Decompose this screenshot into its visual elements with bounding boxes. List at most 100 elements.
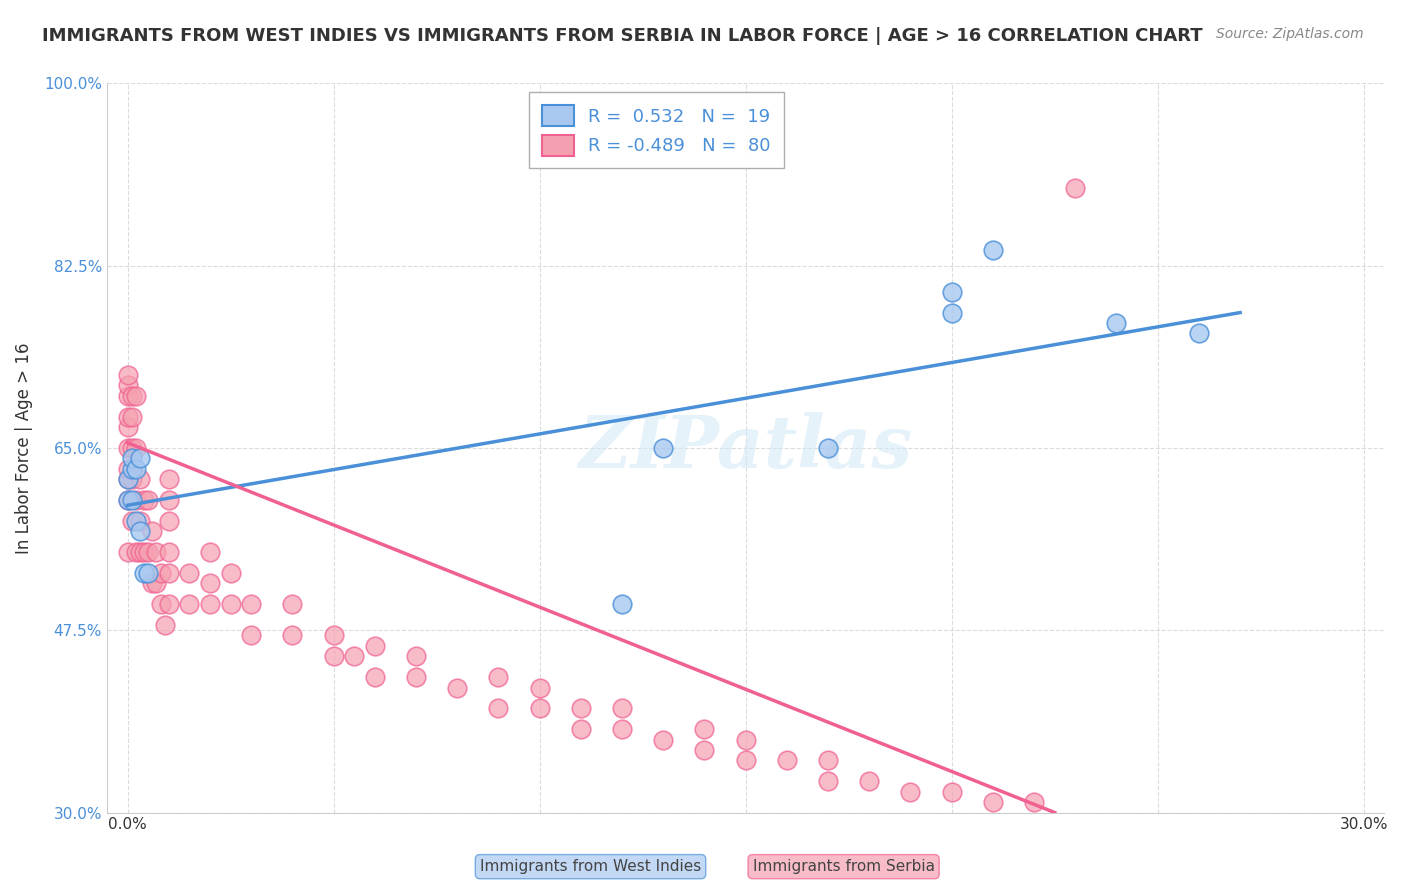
Point: [121, 389, 143, 403]
Point: [569, 723, 592, 737]
Point: [652, 441, 675, 455]
Point: [693, 743, 716, 757]
Point: [1105, 316, 1128, 330]
Point: [157, 545, 180, 559]
Point: [734, 732, 756, 747]
Point: [776, 754, 799, 768]
Point: [405, 649, 427, 664]
Point: [734, 754, 756, 768]
Point: [145, 545, 167, 559]
Point: [129, 472, 152, 486]
Point: [1188, 326, 1211, 341]
Point: [121, 493, 143, 508]
Point: [121, 472, 143, 486]
Point: [129, 524, 152, 539]
Point: [405, 670, 427, 684]
Point: [117, 462, 139, 476]
Point: [817, 754, 839, 768]
Point: [610, 597, 633, 611]
Point: [117, 378, 139, 392]
Point: [281, 628, 304, 642]
Point: [121, 514, 143, 528]
Point: [240, 597, 263, 611]
Point: [157, 514, 180, 528]
Point: [117, 389, 139, 403]
Text: Source: ZipAtlas.com: Source: ZipAtlas.com: [1216, 27, 1364, 41]
Point: [900, 785, 922, 799]
Point: [529, 681, 551, 695]
Point: [817, 774, 839, 789]
Point: [117, 545, 139, 559]
Point: [610, 723, 633, 737]
Point: [343, 649, 366, 664]
Point: [125, 493, 148, 508]
Point: [117, 368, 139, 382]
Point: [117, 472, 139, 486]
Text: ZIPatlas: ZIPatlas: [579, 412, 912, 483]
Point: [941, 285, 963, 299]
Point: [125, 514, 148, 528]
Point: [141, 524, 163, 539]
Point: [125, 389, 148, 403]
Point: [125, 545, 148, 559]
Point: [941, 785, 963, 799]
Point: [149, 597, 172, 611]
Point: [981, 795, 1004, 809]
Point: [219, 566, 242, 580]
Point: [157, 493, 180, 508]
Point: [157, 566, 180, 580]
Point: [652, 732, 675, 747]
Point: [117, 472, 139, 486]
Legend: R =  0.532   N =  19, R = -0.489   N =  80: R = 0.532 N = 19, R = -0.489 N = 80: [529, 93, 783, 169]
Point: [322, 649, 344, 664]
Point: [446, 681, 468, 695]
Point: [125, 462, 148, 476]
Point: [322, 628, 344, 642]
Point: [121, 409, 143, 424]
Point: [157, 597, 180, 611]
Point: [121, 462, 143, 476]
Point: [132, 545, 155, 559]
Point: [121, 451, 143, 466]
Point: [136, 566, 159, 580]
Point: [240, 628, 263, 642]
Point: [129, 451, 152, 466]
Point: [145, 576, 167, 591]
Point: [198, 597, 221, 611]
Point: [486, 701, 509, 715]
Point: [117, 441, 139, 455]
Point: [693, 723, 716, 737]
Y-axis label: In Labor Force | Age > 16: In Labor Force | Age > 16: [15, 343, 32, 554]
Point: [153, 618, 176, 632]
Text: Immigrants from Serbia: Immigrants from Serbia: [752, 859, 935, 874]
Point: [117, 493, 139, 508]
Point: [117, 409, 139, 424]
Point: [610, 701, 633, 715]
Text: Immigrants from West Indies: Immigrants from West Indies: [479, 859, 702, 874]
Point: [179, 566, 201, 580]
Point: [141, 576, 163, 591]
Point: [117, 493, 139, 508]
Point: [129, 514, 152, 528]
Point: [364, 670, 387, 684]
Point: [149, 566, 172, 580]
Point: [198, 545, 221, 559]
Point: [129, 545, 152, 559]
Point: [486, 670, 509, 684]
Point: [529, 701, 551, 715]
Point: [179, 597, 201, 611]
Point: [125, 441, 148, 455]
Point: [858, 774, 880, 789]
Point: [1022, 795, 1045, 809]
Point: [941, 305, 963, 319]
Point: [219, 597, 242, 611]
Text: IMMIGRANTS FROM WEST INDIES VS IMMIGRANTS FROM SERBIA IN LABOR FORCE | AGE > 16 : IMMIGRANTS FROM WEST INDIES VS IMMIGRANT…: [42, 27, 1202, 45]
Point: [117, 420, 139, 434]
Point: [198, 576, 221, 591]
Point: [1064, 180, 1087, 194]
Point: [132, 493, 155, 508]
Point: [132, 566, 155, 580]
Point: [817, 441, 839, 455]
Point: [569, 701, 592, 715]
Point: [157, 472, 180, 486]
